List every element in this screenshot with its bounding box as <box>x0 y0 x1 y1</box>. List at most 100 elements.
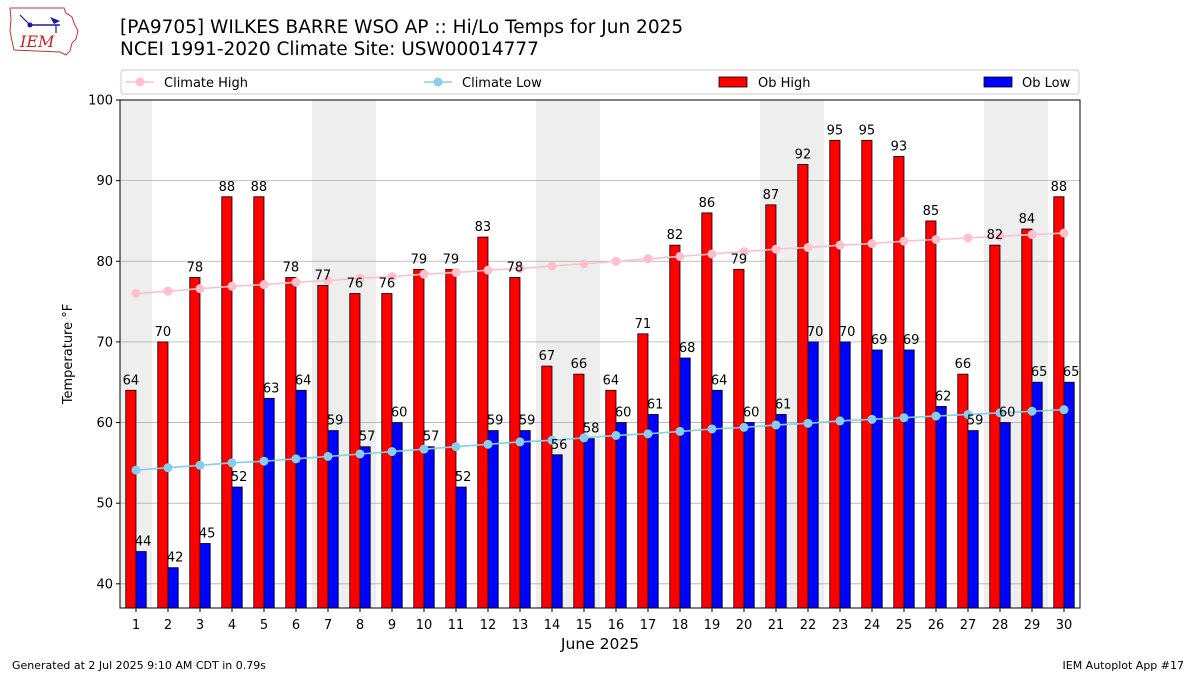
climate-high-point-10 <box>419 269 429 279</box>
label-ob-low-9: 60 <box>391 406 408 421</box>
bar-ob-high-3 <box>189 276 201 609</box>
x-tick-label-21: 21 <box>768 618 785 633</box>
label-ob-high-23: 95 <box>827 123 844 138</box>
bar-ob-low-30 <box>1063 381 1075 609</box>
climate-high-point-21 <box>771 244 781 254</box>
climate-high-point-18 <box>675 251 685 261</box>
label-ob-low-3: 45 <box>199 526 216 541</box>
legend-swatch-ob-high <box>718 76 748 88</box>
label-ob-low-14: 56 <box>551 438 568 453</box>
bar-ob-high-19 <box>701 212 713 609</box>
label-ob-low-1: 44 <box>135 535 152 550</box>
bar-ob-low-15 <box>583 438 595 609</box>
x-tick-label-11: 11 <box>448 618 465 633</box>
climate-low-point-20 <box>739 422 749 432</box>
bar-ob-low-20 <box>743 422 755 609</box>
label-ob-high-19: 86 <box>699 196 716 211</box>
climate-high-point-27 <box>963 233 973 243</box>
x-tick-label-2: 2 <box>164 618 172 633</box>
climate-high-point-2 <box>163 286 173 296</box>
climate-low-point-16 <box>611 430 621 440</box>
bar-ob-high-23 <box>829 139 841 609</box>
climate-low-point-9 <box>387 447 397 457</box>
climate-low-point-4 <box>227 458 237 468</box>
label-ob-high-5: 88 <box>251 180 268 195</box>
x-tick-label-19: 19 <box>704 618 721 633</box>
bar-ob-high-30 <box>1053 196 1065 609</box>
climate-low-point-23 <box>835 416 845 426</box>
climate-low-point-30 <box>1059 405 1069 415</box>
bar-ob-low-5 <box>263 397 275 609</box>
bar-ob-low-14 <box>551 454 563 609</box>
x-tick-label-1: 1 <box>132 618 140 633</box>
plot-frame <box>119 99 1081 609</box>
label-ob-low-28: 60 <box>999 406 1016 421</box>
legend-label-climate-low: Climate Low <box>462 76 542 91</box>
bar-ob-low-8 <box>359 446 371 609</box>
bar-ob-low-21 <box>775 414 787 609</box>
climate-low-point-27 <box>963 409 973 419</box>
bar-ob-high-27 <box>957 373 969 609</box>
bar-ob-low-28 <box>999 422 1011 609</box>
climate-high-point-26 <box>931 234 941 244</box>
bar-ob-low-27 <box>967 430 979 609</box>
label-ob-high-9: 76 <box>379 277 396 292</box>
climate-low-point-12 <box>483 439 493 449</box>
bar-ob-low-24 <box>871 349 883 609</box>
bar-ob-high-16 <box>605 389 617 609</box>
climate-high-point-8 <box>355 273 365 283</box>
bar-ob-high-4 <box>221 196 233 609</box>
climate-high-point-1 <box>131 289 141 299</box>
bar-ob-low-29 <box>1031 381 1043 609</box>
label-ob-low-24: 69 <box>871 333 888 348</box>
label-ob-high-18: 82 <box>667 228 684 243</box>
label-ob-high-12: 83 <box>475 220 492 235</box>
bar-ob-high-11 <box>445 268 457 609</box>
bar-ob-high-17 <box>637 333 649 609</box>
y-tick-label-100: 100 <box>88 94 113 109</box>
climate-high-point-17 <box>643 254 653 264</box>
legend-label-ob-low: Ob Low <box>1022 76 1071 91</box>
climate-low-point-22 <box>803 418 813 428</box>
climate-high-point-15 <box>579 259 589 269</box>
x-tick-label-4: 4 <box>228 618 236 633</box>
label-ob-high-26: 85 <box>923 204 940 219</box>
y-tick-label-90: 90 <box>96 174 113 189</box>
bar-ob-high-22 <box>797 164 809 609</box>
label-ob-low-23: 70 <box>839 325 856 340</box>
x-tick-label-14: 14 <box>544 618 561 633</box>
bar-ob-low-1 <box>135 551 147 609</box>
label-ob-high-6: 78 <box>283 260 300 275</box>
label-ob-high-22: 92 <box>795 148 812 163</box>
label-ob-high-14: 67 <box>539 349 556 364</box>
bar-ob-high-24 <box>861 139 873 609</box>
climate-low-point-2 <box>163 463 173 473</box>
bar-ob-high-25 <box>893 156 905 609</box>
climate-low-point-28 <box>995 408 1005 418</box>
label-ob-high-15: 66 <box>571 357 588 372</box>
bar-ob-low-17 <box>647 414 659 609</box>
legend-label-climate-high: Climate High <box>164 76 248 91</box>
climate-low-point-17 <box>643 429 653 439</box>
climate-high-point-23 <box>835 240 845 250</box>
climate-low-point-13 <box>515 437 525 447</box>
x-tick-label-25: 25 <box>896 618 913 633</box>
label-ob-low-20: 60 <box>743 406 760 421</box>
label-ob-low-29: 65 <box>1031 365 1048 380</box>
climate-high-point-30 <box>1059 228 1069 238</box>
climate-low-point-5 <box>259 456 269 466</box>
bar-ob-low-22 <box>807 341 819 609</box>
bar-ob-low-19 <box>711 389 723 609</box>
label-ob-high-24: 95 <box>859 123 876 138</box>
bar-ob-high-14 <box>541 365 553 609</box>
label-ob-low-17: 61 <box>647 397 664 412</box>
label-ob-low-19: 64 <box>711 373 728 388</box>
climate-low-point-21 <box>771 420 781 430</box>
x-tick-label-26: 26 <box>928 618 945 633</box>
climate-low-point-7 <box>323 451 333 461</box>
legend: Climate High Climate Low Ob High Ob Low <box>120 69 1080 95</box>
x-tick-label-8: 8 <box>356 618 364 633</box>
legend-marker-climate-high <box>135 77 145 87</box>
bar-ob-high-20 <box>733 268 745 609</box>
climate-high-point-25 <box>899 236 909 246</box>
